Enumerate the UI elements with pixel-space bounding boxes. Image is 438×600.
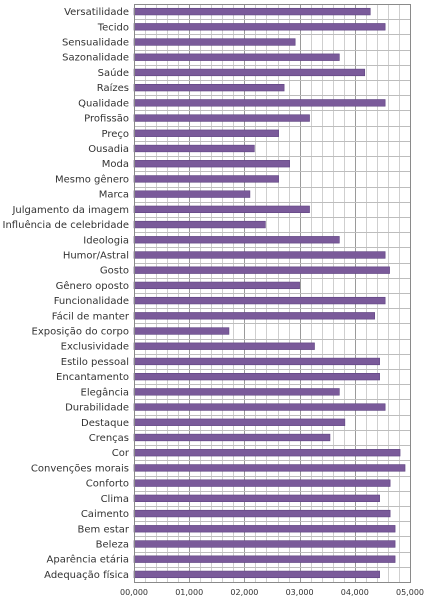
plot-border xyxy=(134,4,411,583)
category-label: Marca xyxy=(99,190,129,201)
category-label: Sensualidade xyxy=(62,38,129,49)
x-tick-label: 04,000 xyxy=(341,588,369,597)
category-label: Mesmo gênero xyxy=(55,173,129,185)
category-label: Tecido xyxy=(97,22,129,33)
bar xyxy=(133,114,310,122)
x-tick-label: 03,000 xyxy=(286,588,314,597)
category-label: Beleza xyxy=(96,539,129,550)
bar xyxy=(133,540,396,548)
bar xyxy=(133,38,296,46)
category-label: Exposição do corpo xyxy=(32,327,129,338)
bar xyxy=(133,53,340,61)
x-tick-labels: 00,000 01,000 02,000 03,000 04,000 05,000 xyxy=(120,588,424,597)
x-tick-label: 01,000 xyxy=(175,588,203,597)
bar xyxy=(133,570,380,579)
category-label: Gosto xyxy=(100,266,129,277)
bar xyxy=(133,68,366,77)
bar xyxy=(133,373,380,381)
bar xyxy=(133,555,396,563)
bar xyxy=(133,479,391,487)
bar xyxy=(133,357,380,366)
category-label: Conforto xyxy=(86,479,129,490)
bar xyxy=(133,160,290,168)
bars xyxy=(133,7,406,579)
bar xyxy=(133,190,251,198)
bar xyxy=(133,144,255,153)
bar xyxy=(133,281,300,290)
category-label: Fácil de manter xyxy=(52,310,130,322)
bar xyxy=(133,296,386,305)
category-label: Convenções morais xyxy=(31,463,129,474)
bar xyxy=(133,312,375,320)
bar xyxy=(133,403,386,411)
x-tick-label: 02,000 xyxy=(230,588,258,597)
category-label: Ideologia xyxy=(83,235,129,246)
bar xyxy=(133,525,396,533)
category-label: Crenças xyxy=(89,433,129,444)
category-label: Gênero oposto xyxy=(56,280,129,292)
category-label: Versatilidade xyxy=(64,7,129,18)
category-label: Julgamento da imagem xyxy=(11,205,129,216)
category-label: Elegância xyxy=(81,386,129,398)
category-label: Exclusividade xyxy=(61,342,129,353)
category-label: Raízes xyxy=(97,82,129,94)
bar xyxy=(133,129,279,137)
bar xyxy=(133,388,340,396)
category-label: Destaque xyxy=(81,418,129,429)
bar xyxy=(133,433,331,442)
bar xyxy=(133,205,310,213)
category-label: Funcionalidade xyxy=(54,296,129,307)
bar xyxy=(133,175,279,183)
category-label: Preço xyxy=(101,129,129,140)
category-label: Qualidade xyxy=(78,98,129,109)
bar xyxy=(133,23,386,31)
category-label: Estilo pessoal xyxy=(61,357,129,368)
category-label: Durabilidade xyxy=(65,403,129,414)
category-label: Moda xyxy=(102,159,129,170)
category-label: Bem estar xyxy=(78,524,130,535)
category-label: Caimento xyxy=(81,509,129,520)
bar xyxy=(133,464,406,472)
category-label: Cor xyxy=(112,448,130,459)
category-label: Humor/Astral xyxy=(63,250,129,261)
category-label: Adequação física xyxy=(44,569,129,581)
bar xyxy=(133,7,371,16)
x-tick-label: 05,000 xyxy=(396,588,424,597)
bar xyxy=(133,236,340,244)
category-label: Clima xyxy=(101,494,129,505)
category-label: Aparência etária xyxy=(47,554,130,566)
category-label: Ousadia xyxy=(88,144,129,155)
bar xyxy=(133,509,391,518)
bar xyxy=(133,342,315,350)
bar xyxy=(133,220,266,229)
bar xyxy=(133,99,386,107)
category-labels: Versatilidade Tecido Sensualidade Sazonalid… xyxy=(3,7,130,581)
bar xyxy=(133,84,285,92)
category-label: Profissão xyxy=(84,114,129,125)
bar xyxy=(133,449,401,457)
x-tick-label: 00,000 xyxy=(120,588,148,597)
bar xyxy=(133,266,390,274)
bar xyxy=(133,251,386,259)
bar xyxy=(133,418,346,426)
category-label: Influência de celebridade xyxy=(3,219,129,231)
category-label: Encantamento xyxy=(56,372,129,383)
bar xyxy=(133,327,230,335)
category-label: Saúde xyxy=(98,67,129,79)
bar xyxy=(133,494,380,502)
category-label: Sazonalidade xyxy=(62,53,129,64)
